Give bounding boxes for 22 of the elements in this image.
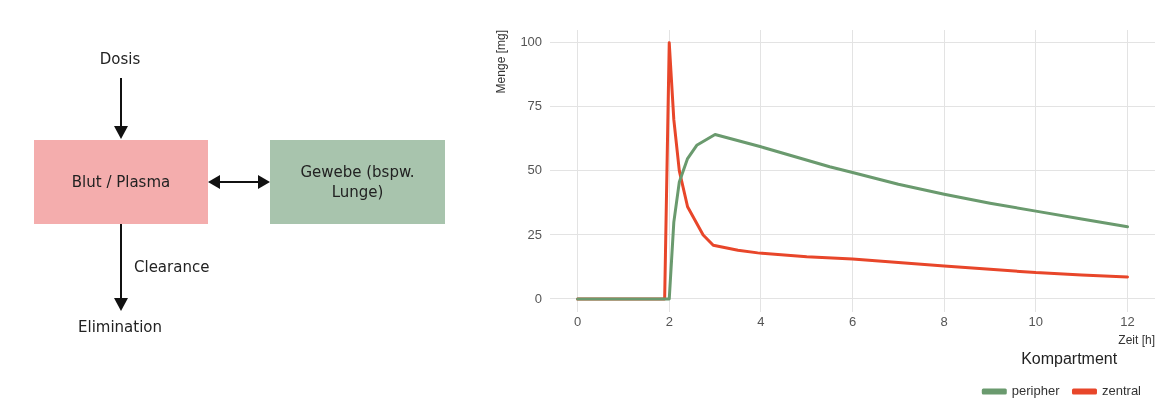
x-tick-label: 10 (1028, 314, 1044, 330)
x-tick-label: 0 (573, 314, 582, 330)
y-tick-label: 25 (527, 226, 543, 242)
y-tick-label: 50 (527, 162, 543, 178)
x-tick-label: 8 (940, 314, 948, 330)
legend-label: peripher (1011, 383, 1061, 399)
x-tick-label: 12 (1120, 314, 1135, 330)
x-tick-label: 4 (757, 314, 765, 330)
x-tick-label: 6 (848, 314, 857, 330)
y-tick-label: 100 (520, 34, 543, 50)
x-tick-label: 2 (665, 314, 673, 330)
y-tick-label: 0 (534, 290, 543, 306)
text: Elimination (77, 318, 163, 336)
text: Dosis (98, 50, 142, 68)
y-tick-label: 75 (527, 98, 543, 114)
text: Gewebe (bspw. Lunge) (270, 140, 445, 224)
x-axis-title: Zeit [h] (1118, 332, 1155, 347)
legend-label: zentral (1101, 383, 1142, 399)
y-axis-title: Menge [mg] (493, 30, 508, 94)
legend-title: Kompartment (1021, 350, 1118, 368)
text: Clearance (134, 258, 210, 276)
text: Blut / Plasma (34, 140, 208, 224)
